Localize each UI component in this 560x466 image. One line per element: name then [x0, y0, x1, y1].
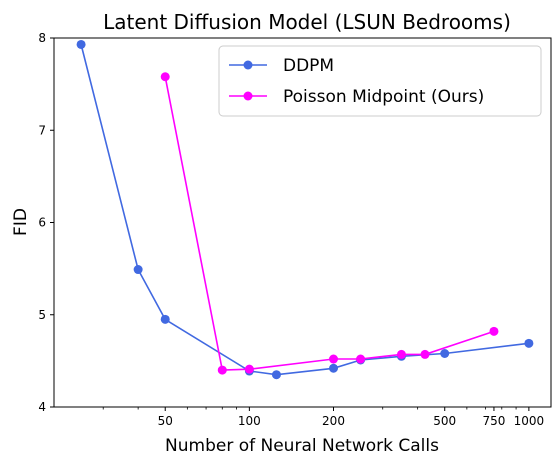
data-point-poisson-midpoint-ours: [244, 364, 254, 374]
x-tick-label: 100: [238, 414, 261, 428]
data-point-poisson-midpoint-ours: [420, 349, 430, 359]
data-point-ddpm: [524, 338, 534, 348]
legend-label-ddpm: DDPM: [283, 56, 334, 76]
x-tick-label: 200: [322, 414, 345, 428]
plot-frame: [53, 37, 552, 408]
data-point-ddpm: [160, 314, 170, 324]
y-tick-label: 6: [38, 216, 46, 230]
data-point-ddpm: [76, 39, 86, 49]
legend-label-poisson-midpoint-ours: Poisson Midpoint (Ours): [283, 87, 484, 107]
y-tick-label: 7: [38, 123, 46, 137]
plot-area: 4 5 6 7 8 50 100 200 500 750 1000: [38, 31, 544, 428]
x-tick-label: 1000: [514, 414, 545, 428]
data-point-poisson-midpoint-ours: [396, 349, 406, 359]
x-tick-label: 50: [158, 414, 173, 428]
legend-marker-poisson-midpoint-ours: [243, 91, 253, 101]
chart-title: Latent Diffusion Model (LSUN Bedrooms): [103, 10, 511, 34]
y-axis-label: FID: [11, 208, 31, 236]
y-tick-label: 4: [38, 400, 46, 414]
data-point-ddpm: [329, 363, 339, 373]
data-point-poisson-midpoint-ours: [160, 72, 170, 82]
y-tick-label: 5: [38, 308, 46, 322]
data-point-poisson-midpoint-ours: [356, 354, 366, 364]
x-axis-label: Number of Neural Network Calls: [165, 436, 439, 456]
data-point-ddpm: [271, 370, 281, 380]
legend-marker-ddpm: [243, 60, 253, 70]
data-point-ddpm: [440, 348, 450, 358]
x-tick-label: 500: [433, 414, 456, 428]
legend-box: [218, 45, 542, 117]
y-tick-label: 8: [38, 31, 46, 45]
data-point-poisson-midpoint-ours: [329, 354, 339, 364]
data-point-ddpm: [133, 265, 143, 275]
series-line-poisson-midpoint-ours: [164, 76, 495, 371]
data-point-poisson-midpoint-ours: [217, 365, 227, 375]
x-tick-label: 750: [482, 414, 505, 428]
legend: DDPM Poisson Midpoint (Ours): [218, 45, 542, 117]
data-point-poisson-midpoint-ours: [489, 326, 499, 336]
